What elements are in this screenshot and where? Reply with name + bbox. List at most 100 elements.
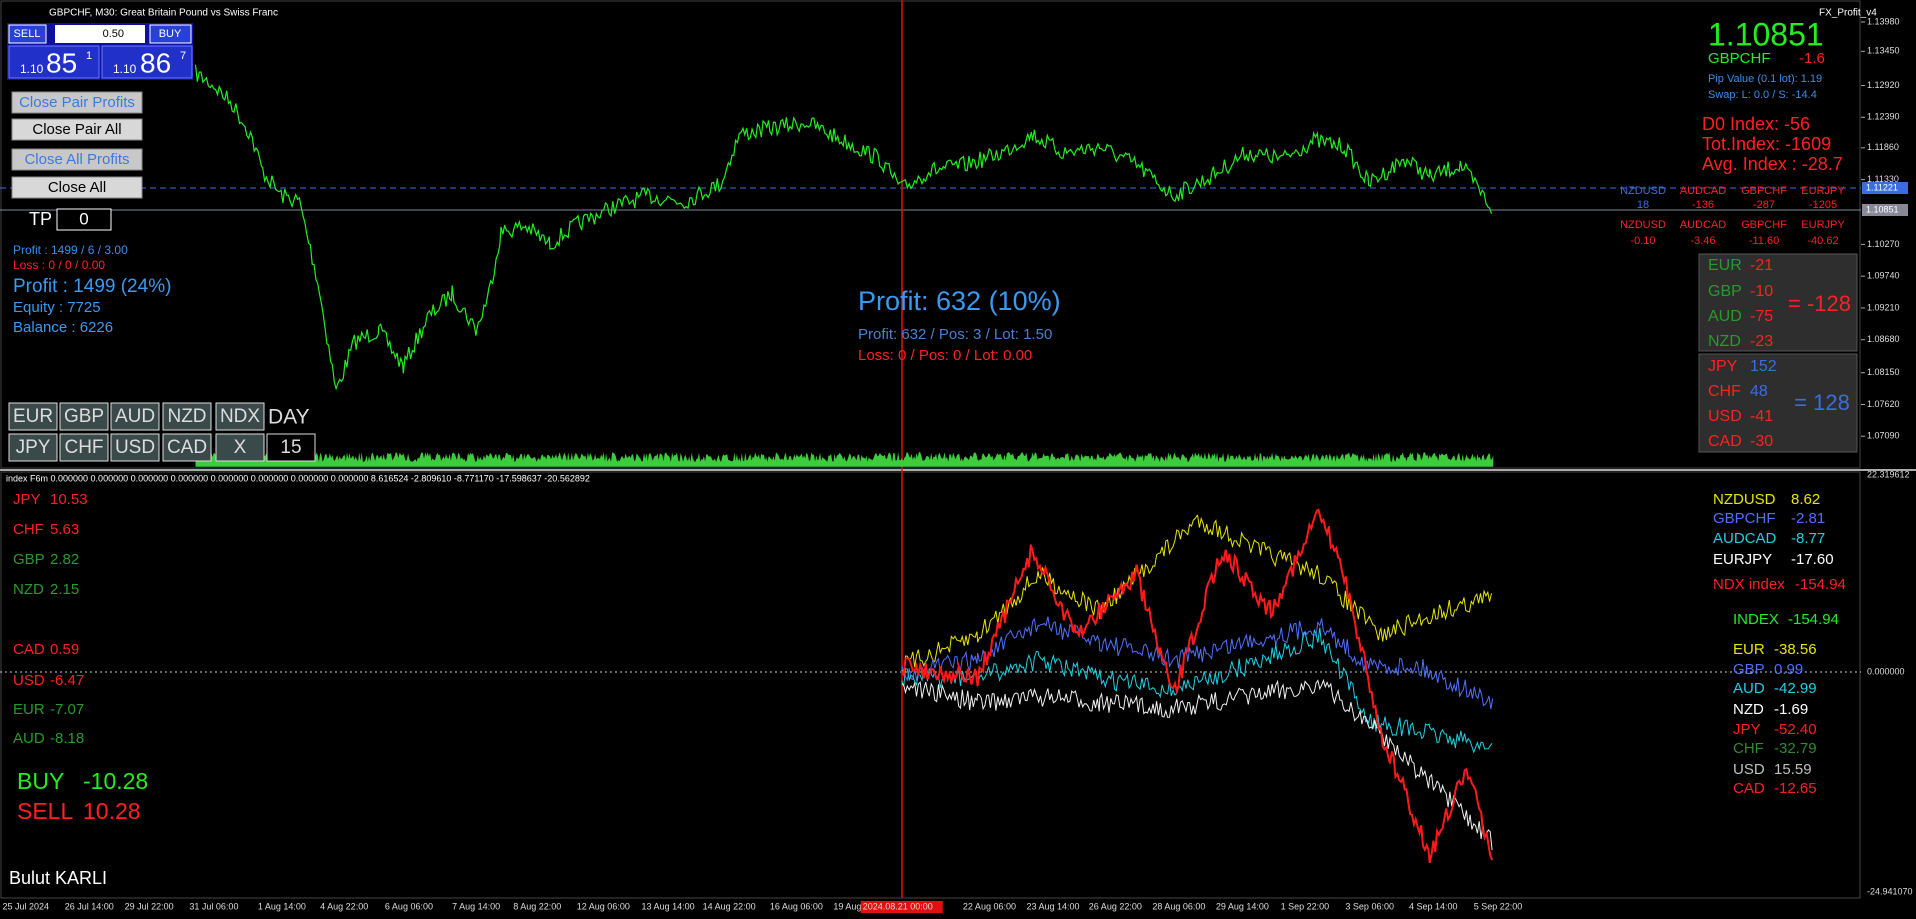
pair-money: -11.60 <box>1749 235 1779 247</box>
currency-button[interactable] <box>110 433 160 462</box>
time-axis-label: 1 Aug 14:00 <box>258 901 306 911</box>
strength-box <box>1698 353 1858 453</box>
series-name: NZD <box>1733 701 1764 718</box>
pip-value: Pip Value (0.1 lot): 1.19 <box>1708 73 1822 85</box>
pair-money: -0.10 <box>1630 235 1655 247</box>
currency-button-label[interactable]: USD <box>115 437 155 458</box>
series-name: EUR <box>1733 641 1765 658</box>
currency-button[interactable] <box>162 433 212 462</box>
close-button-label[interactable]: Close All <box>48 179 106 196</box>
currency-score: -41 <box>1750 408 1773 425</box>
currency-button-label[interactable]: CAD <box>167 437 207 458</box>
currency-button-label[interactable]: 15 <box>280 437 301 458</box>
currency-button[interactable] <box>110 402 160 431</box>
series-value: -1.69 <box>1774 701 1808 718</box>
close-button[interactable] <box>11 148 143 171</box>
currency-button-label[interactable]: NZD <box>167 406 206 427</box>
index-curve <box>901 514 1492 674</box>
series-value: 15.59 <box>1774 761 1812 778</box>
currency-button[interactable] <box>215 433 265 462</box>
series-name: GBPCHF <box>1713 510 1776 527</box>
currency-button[interactable] <box>8 402 58 431</box>
currency-button-label[interactable]: GBP <box>64 406 104 427</box>
currency-button[interactable] <box>162 402 212 431</box>
price-badge-label: 1.11221 <box>1866 182 1898 192</box>
currency-score: -75 <box>1750 308 1773 325</box>
currency-score: 152 <box>1750 358 1777 375</box>
close-button-label[interactable]: Close All Profits <box>24 151 129 168</box>
time-axis-label: 28 Aug 06:00 <box>1152 901 1205 911</box>
time-axis-label: 22 Aug 06:00 <box>963 901 1016 911</box>
tp-input[interactable] <box>56 208 112 231</box>
buy-price-point: 7 <box>180 50 186 62</box>
series-name: AUD <box>1733 680 1765 697</box>
price-axis-label: 1.11860 <box>1867 142 1899 152</box>
sell-value: 10.28 <box>83 798 141 824</box>
pair-name: NZDUSD <box>1620 185 1666 197</box>
window-title: GBPCHF, M30: Great Britain Pound vs Swis… <box>49 8 278 19</box>
buy-button-label[interactable]: BUY <box>159 28 182 40</box>
currency-score: -23 <box>1750 333 1773 350</box>
currency-name: CHF <box>13 521 44 538</box>
currency-name: NZD <box>13 581 44 598</box>
currency-button[interactable] <box>266 433 316 462</box>
series-value: -154.94 <box>1788 611 1839 628</box>
currency-button[interactable] <box>215 402 265 431</box>
time-axis-label: 3 Sep 06:00 <box>1345 901 1394 911</box>
pair-name: AUDCAD <box>1680 219 1727 231</box>
price-badge-label: 1.10851 <box>1866 204 1899 214</box>
price-axis-label: 1.09210 <box>1867 302 1900 312</box>
series-value: -42.99 <box>1774 680 1817 697</box>
basket-loss-detail: Loss: 0 / Pos: 0 / Lot: 0.00 <box>858 347 1032 364</box>
sell-price-pips: 85 <box>46 47 77 78</box>
close-button-label[interactable]: Close Pair All <box>32 121 121 138</box>
lot-value[interactable]: 0.50 <box>103 28 124 40</box>
time-axis-label: 16 Aug 06:00 <box>770 901 823 911</box>
pair-name: EURJPY <box>1801 219 1845 231</box>
sell-price-box[interactable] <box>8 45 100 79</box>
buy-price-box[interactable] <box>101 45 193 79</box>
pair-points: 18 <box>1637 199 1649 211</box>
currency-button[interactable] <box>8 433 58 462</box>
currency-button-label[interactable]: AUD <box>115 406 155 427</box>
currency-button[interactable] <box>59 433 109 462</box>
price-change: -1.6 <box>1799 50 1825 67</box>
buy-price-big: 1.10 <box>113 62 137 76</box>
currency-index: 10.53 <box>50 491 88 508</box>
series-value: -8.77 <box>1791 530 1825 547</box>
series-value: 0.99 <box>1774 661 1803 678</box>
close-button[interactable] <box>11 176 143 199</box>
series-value: -17.60 <box>1791 551 1834 568</box>
currency-button[interactable] <box>59 402 109 431</box>
close-button-label[interactable]: Close Pair Profits <box>19 94 135 111</box>
pair-points: -287 <box>1753 199 1775 211</box>
series-value: -154.94 <box>1795 576 1846 593</box>
sell-button[interactable] <box>8 24 47 44</box>
time-axis-label: 6 Aug 06:00 <box>385 901 433 911</box>
series-name: AUDCAD <box>1713 530 1777 547</box>
currency-name: EUR <box>13 701 45 718</box>
index-curve <box>901 627 1493 754</box>
basket-profit: Profit: 632 (10%) <box>858 286 1061 316</box>
lot-input[interactable] <box>55 25 145 43</box>
series-value: -2.81 <box>1791 510 1825 527</box>
currency-button-label[interactable]: EUR <box>13 406 53 427</box>
currency-button-label[interactable]: X <box>234 437 247 458</box>
price-badge <box>1862 204 1908 216</box>
sell-button-label[interactable]: SELL <box>14 28 41 40</box>
currency-score: -30 <box>1750 433 1773 450</box>
series-name: USD <box>1733 761 1765 778</box>
currency-button-label[interactable]: JPY <box>16 437 51 458</box>
buy-button[interactable] <box>149 24 192 44</box>
profit-total: Profit : 1499 (24%) <box>13 276 171 297</box>
currency-button-label[interactable]: NDX <box>220 406 260 427</box>
tp-value[interactable]: 0 <box>79 209 88 228</box>
index-axis-label: 22.319612 <box>1867 469 1910 479</box>
close-button[interactable] <box>11 118 143 141</box>
basket-profit-detail: Profit: 632 / Pos: 3 / Lot: 1.50 <box>858 326 1052 343</box>
close-button[interactable] <box>11 91 143 114</box>
currency-button-label[interactable]: CHF <box>64 437 103 458</box>
currency-name: JPY <box>1708 358 1738 375</box>
pair-name: AUDCAD <box>1680 185 1727 197</box>
